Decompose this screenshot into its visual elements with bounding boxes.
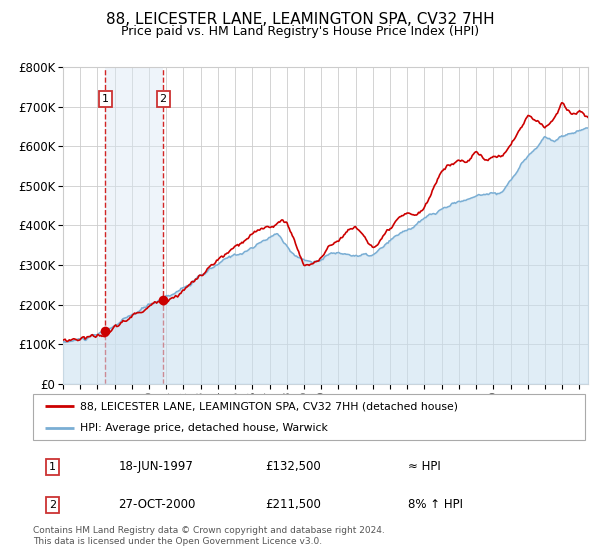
Text: 18-JUN-1997: 18-JUN-1997: [119, 460, 193, 473]
Text: 8% ↑ HPI: 8% ↑ HPI: [409, 498, 463, 511]
Text: 1: 1: [102, 94, 109, 104]
Text: 88, LEICESTER LANE, LEAMINGTON SPA, CV32 7HH (detached house): 88, LEICESTER LANE, LEAMINGTON SPA, CV32…: [80, 401, 458, 411]
Text: Price paid vs. HM Land Registry's House Price Index (HPI): Price paid vs. HM Land Registry's House …: [121, 25, 479, 38]
Text: 27-OCT-2000: 27-OCT-2000: [119, 498, 196, 511]
Text: 2: 2: [160, 94, 167, 104]
FancyBboxPatch shape: [33, 394, 585, 440]
Bar: [106, 67, 163, 384]
Text: Contains HM Land Registry data © Crown copyright and database right 2024.
This d: Contains HM Land Registry data © Crown c…: [33, 526, 385, 546]
Text: HPI: Average price, detached house, Warwick: HPI: Average price, detached house, Warw…: [80, 423, 328, 433]
Text: ≈ HPI: ≈ HPI: [409, 460, 441, 473]
Text: £211,500: £211,500: [265, 498, 321, 511]
Text: 1: 1: [49, 462, 56, 472]
Text: 88, LEICESTER LANE, LEAMINGTON SPA, CV32 7HH: 88, LEICESTER LANE, LEAMINGTON SPA, CV32…: [106, 12, 494, 27]
Text: 2: 2: [49, 500, 56, 510]
Text: £132,500: £132,500: [265, 460, 320, 473]
